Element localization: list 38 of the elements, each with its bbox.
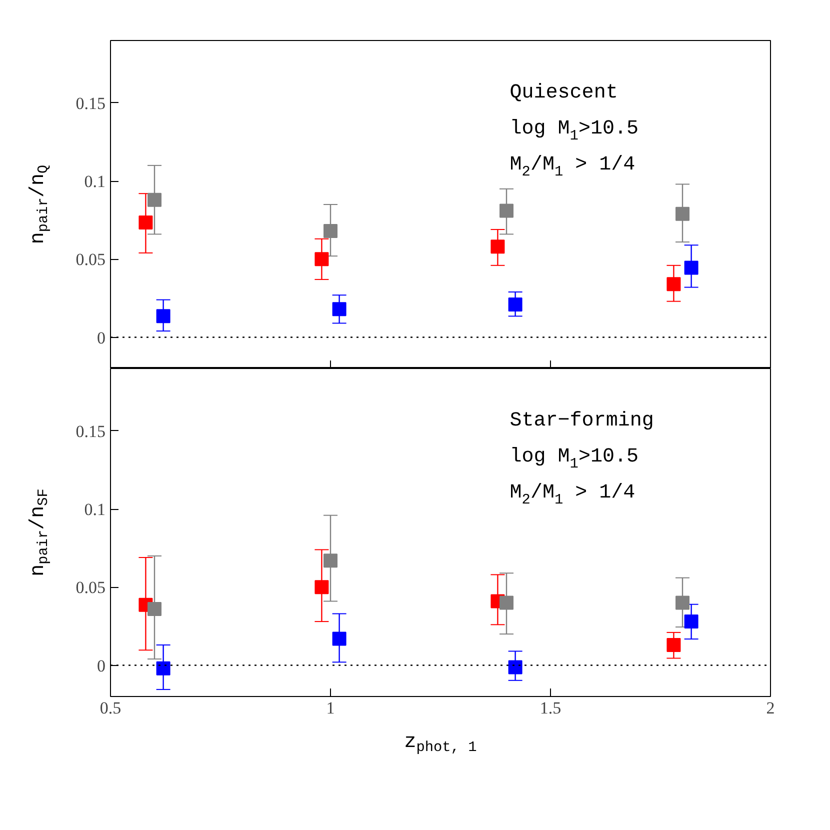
annotation: Star−forming — [510, 409, 654, 432]
point — [156, 661, 170, 676]
point — [684, 614, 698, 629]
point — [324, 554, 338, 568]
point — [676, 596, 690, 610]
y-tick-label: 0 — [97, 328, 106, 348]
point — [666, 277, 681, 292]
point — [332, 632, 346, 646]
point — [684, 260, 698, 275]
point — [490, 240, 505, 254]
point — [148, 602, 162, 616]
y-tick-label: 0.05 — [76, 250, 106, 270]
annotation: Quiescent — [510, 81, 618, 104]
y-tick-label: 0.15 — [76, 422, 106, 441]
y-tick-label: 0.15 — [76, 94, 106, 113]
point — [314, 580, 329, 594]
y-tick-label: 0.05 — [76, 578, 106, 598]
point — [666, 638, 681, 652]
x-tick-label: 0.5 — [100, 698, 122, 718]
x-tick-label: 1 — [326, 698, 335, 718]
y-axis-title: npair/nSF — [27, 488, 52, 576]
point — [508, 297, 522, 312]
point — [148, 192, 162, 207]
x-tick-label: 2 — [766, 698, 775, 718]
y-tick-label: 0.1 — [84, 500, 106, 520]
y-tick-label: 0.1 — [84, 172, 106, 192]
y-axis-title: npair/nQ — [27, 164, 52, 244]
point — [324, 224, 338, 238]
point — [500, 596, 514, 610]
point — [676, 206, 690, 221]
point — [138, 215, 153, 230]
x-tick-label: 1.5 — [540, 698, 562, 718]
point — [500, 204, 514, 218]
y-tick-label: 0 — [97, 656, 106, 676]
point — [314, 252, 329, 266]
point — [508, 660, 522, 674]
point — [332, 302, 346, 316]
point — [156, 309, 170, 324]
